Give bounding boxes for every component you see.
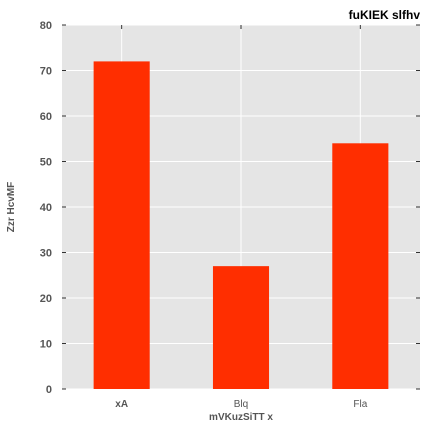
y-tick-label: 40 <box>40 202 52 214</box>
y-tick-label: 0 <box>46 384 52 396</box>
bar-fla <box>332 143 389 389</box>
bar-xa <box>93 61 150 390</box>
x-tick-label: Blq <box>234 399 248 410</box>
y-tick-labels: 0 10 20 30 40 50 60 70 80 <box>40 20 52 396</box>
y-tick-label: 80 <box>40 20 52 32</box>
bars <box>93 61 389 390</box>
y-tick-label: 50 <box>40 157 52 169</box>
y-tick-label: 10 <box>40 339 52 351</box>
y-tick-label: 30 <box>40 248 52 260</box>
y-tick-label: 70 <box>40 66 52 78</box>
chart-title: fuKIEK slfhv <box>349 8 421 22</box>
x-tick-labels: xA Blq Fla <box>115 399 367 410</box>
x-axis-label: mVKuzSiTT x <box>209 412 273 423</box>
x-tick-label: xA <box>115 399 128 410</box>
y-tick-label: 20 <box>40 293 52 305</box>
x-tick-label: Fla <box>353 399 367 410</box>
y-tick-label: 60 <box>40 111 52 123</box>
bar-blq <box>212 266 270 389</box>
y-axis-label: Zzr HcvMF <box>6 182 17 233</box>
